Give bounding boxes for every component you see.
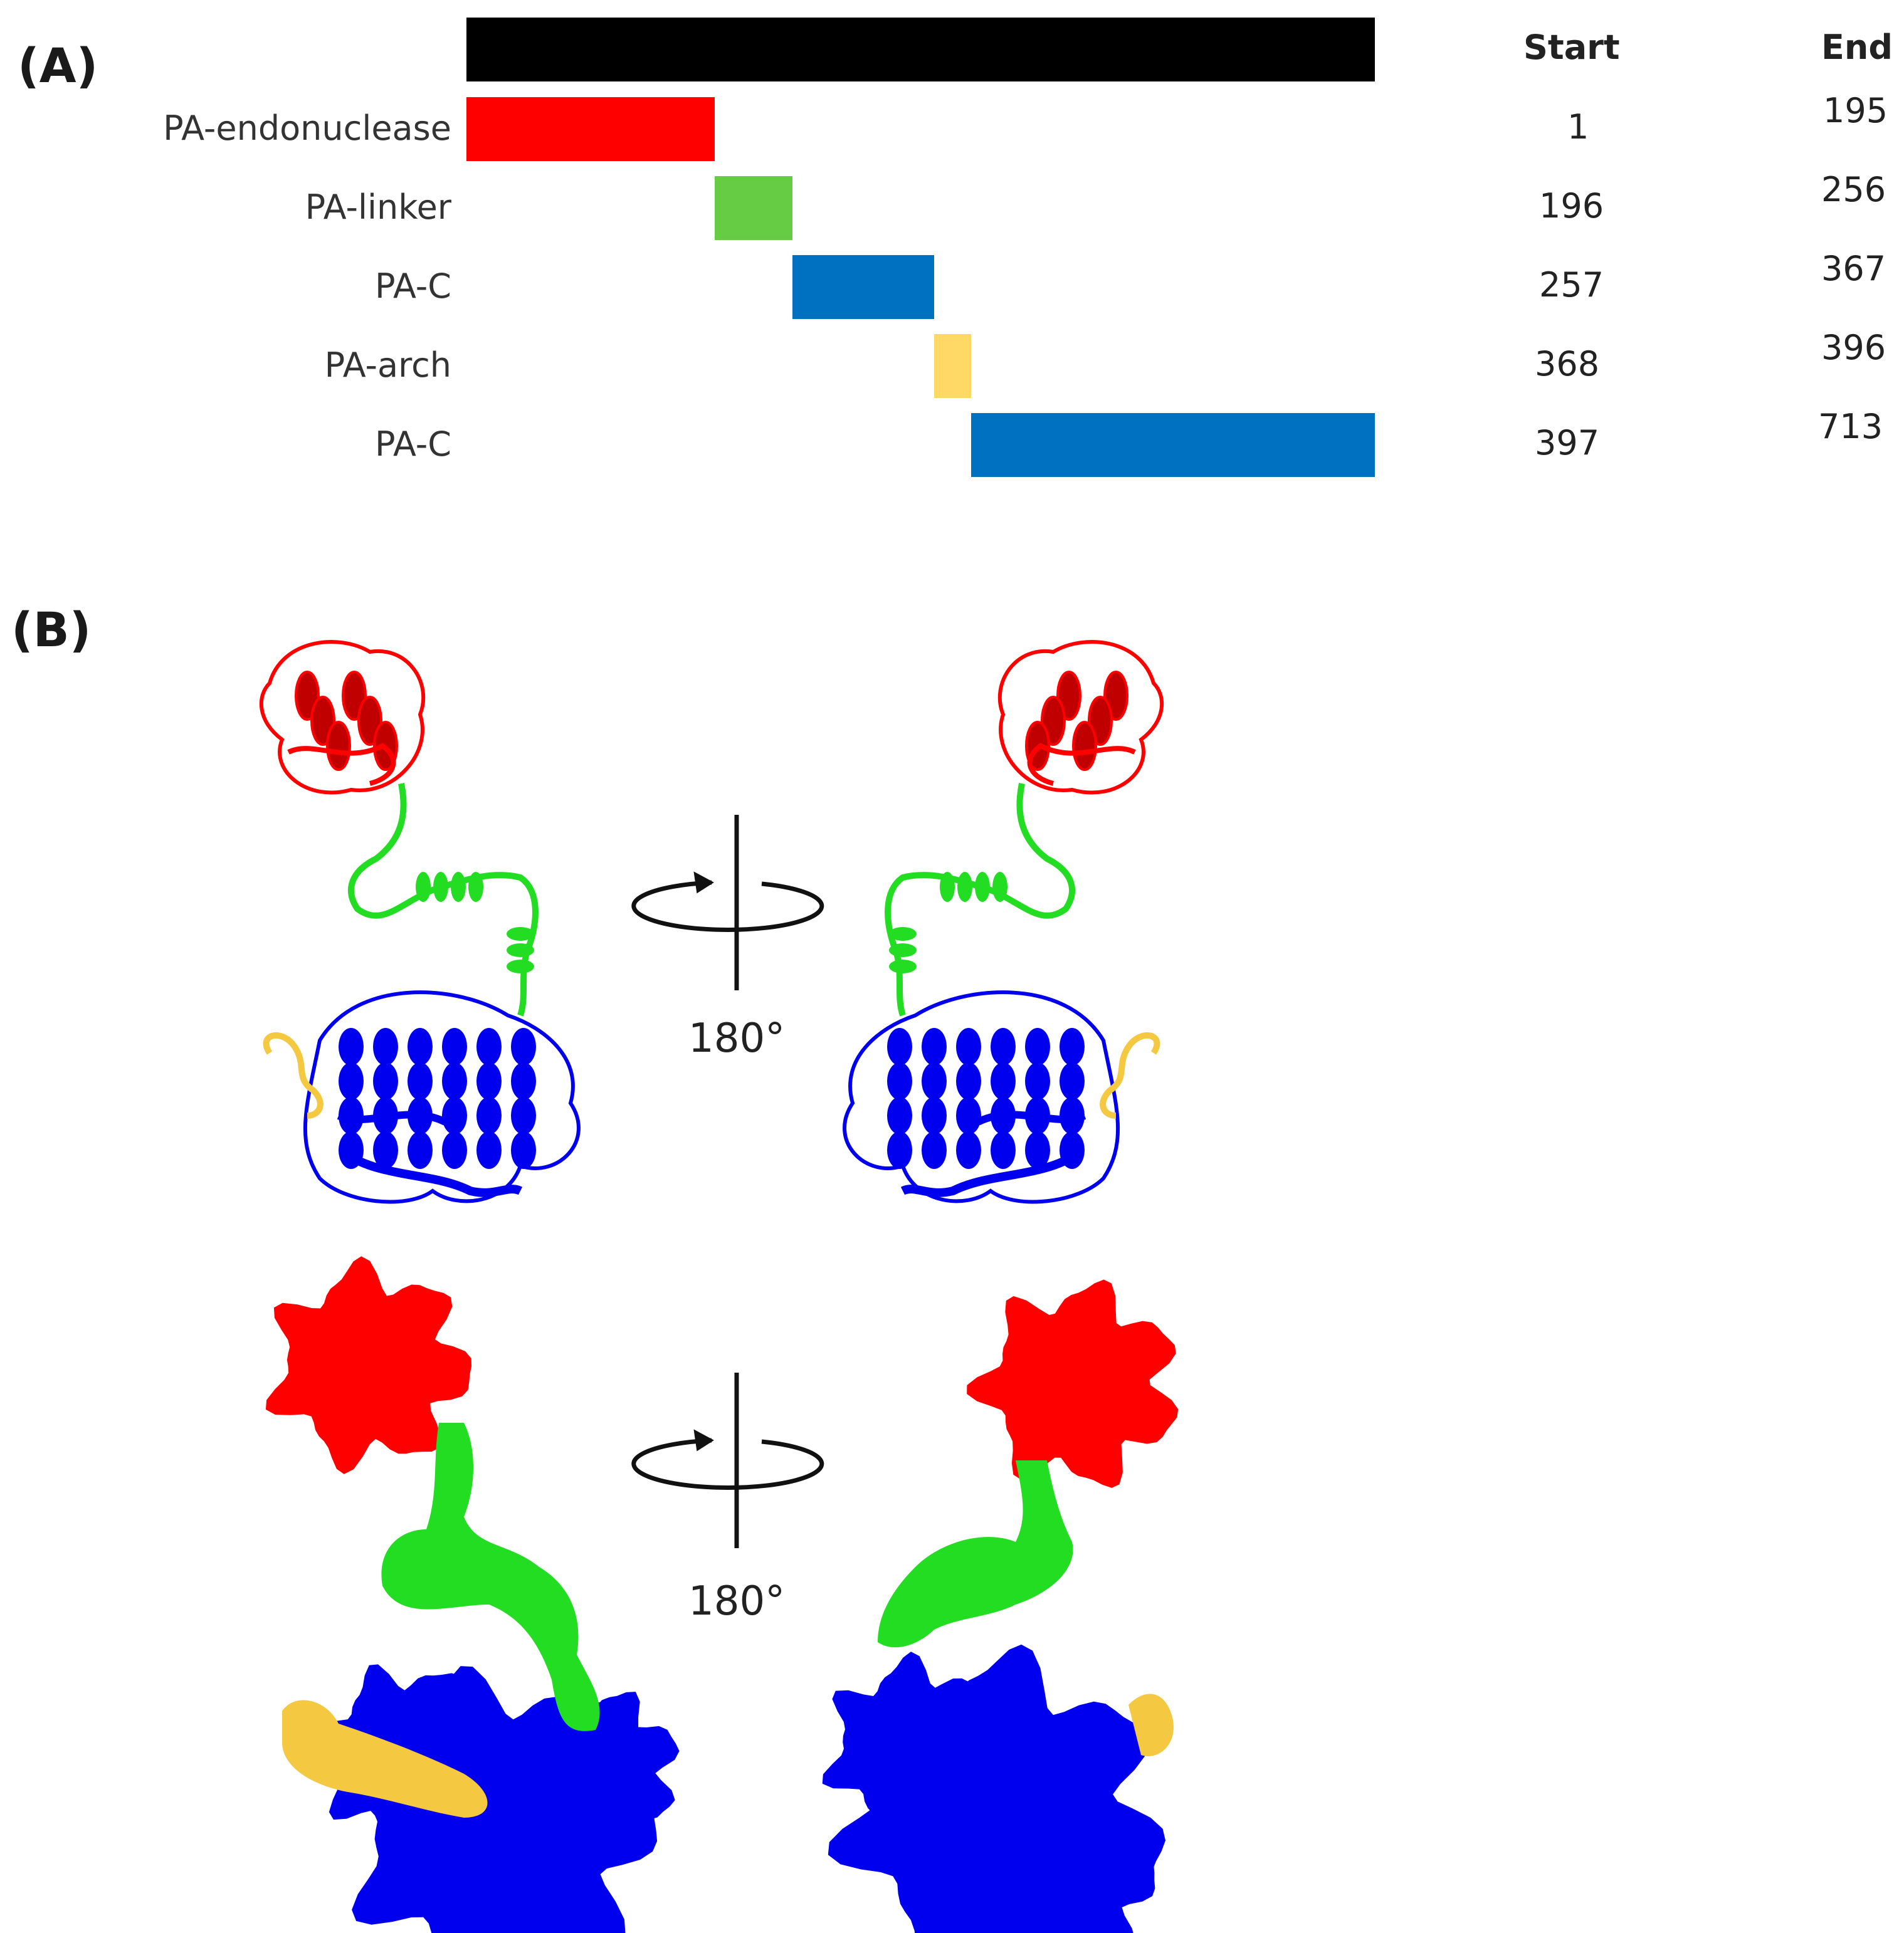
surface-endonuclease-right <box>967 1279 1179 1488</box>
domain-bar <box>792 255 934 319</box>
rotation-symbol-bottom-arrowhead <box>693 1429 714 1452</box>
domain-start: 257 <box>1539 265 1604 305</box>
cartoon-model-right <box>843 640 1164 1204</box>
surface-endonuclease-left <box>265 1256 471 1474</box>
rotation-symbol-bottom-arc <box>631 1438 824 1490</box>
surface-arch-left <box>282 1700 488 1818</box>
surface-linker-right <box>878 1460 1073 1648</box>
domain-bar <box>934 334 971 398</box>
domain-bar <box>715 176 793 240</box>
rotation-symbol-top-arrowhead <box>693 871 714 894</box>
surface-pac-left <box>516 1692 680 1850</box>
domain-end: 396 <box>1821 328 1886 367</box>
domain-bar <box>970 413 1375 477</box>
start-header: Start <box>1523 28 1620 67</box>
end-header: End <box>1821 28 1893 67</box>
rotation-label-top: 180° <box>688 1015 786 1062</box>
domain-start: 1 <box>1567 107 1589 147</box>
full-length-bar <box>466 18 1375 81</box>
panel-a-label: (A) <box>18 38 98 93</box>
surface-linker-left <box>381 1423 600 1731</box>
domain-start: 397 <box>1535 423 1600 463</box>
domain-label: PA-arch <box>324 345 451 385</box>
domain-bar <box>466 97 715 161</box>
domain-label: PA-endonuclease <box>163 108 451 148</box>
domain-start: 368 <box>1535 344 1600 384</box>
domain-label: PA-C <box>374 424 451 464</box>
domain-start: 196 <box>1539 186 1604 226</box>
domain-end: 367 <box>1821 249 1886 288</box>
domain-label: PA-C <box>374 266 451 306</box>
rotation-label-bottom: 180° <box>688 1578 786 1625</box>
cartoon-model-left <box>260 640 581 1204</box>
surface-arch-right <box>1128 1694 1174 1756</box>
domain-label: PA-linker <box>305 187 451 227</box>
surface-pac-right <box>976 1785 1155 1933</box>
panel-b-label: (B) <box>11 602 92 657</box>
domain-end: 713 <box>1818 407 1883 446</box>
surface-pac-right <box>822 1652 1006 1842</box>
domain-end: 256 <box>1821 170 1886 209</box>
rotation-symbol-top-arc <box>631 880 824 932</box>
domain-end: 195 <box>1823 91 1888 130</box>
